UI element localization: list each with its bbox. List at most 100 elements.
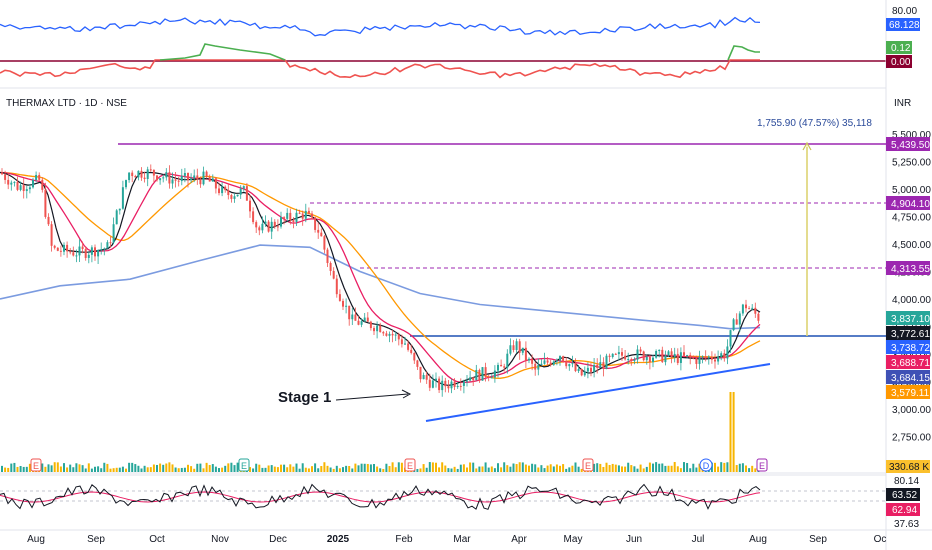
- volume-bar: [385, 463, 388, 472]
- candle-body: [447, 386, 450, 389]
- volume-bar: [1, 465, 3, 472]
- support-trendline[interactable]: [425, 363, 771, 422]
- volume-bar: [552, 466, 555, 472]
- volume-bar: [493, 468, 496, 472]
- volume-bar: [732, 392, 735, 472]
- volume-bar: [391, 462, 394, 472]
- volume-bar: [44, 466, 47, 472]
- candle-body: [382, 332, 385, 334]
- earnings-marker[interactable]: E: [756, 458, 768, 472]
- candle-body: [490, 377, 493, 379]
- candle-body: [438, 378, 441, 391]
- candle-body: [171, 179, 174, 184]
- volume-bar: [199, 463, 202, 472]
- volume-bar: [273, 466, 276, 472]
- volume-bar: [664, 465, 667, 472]
- candle-body: [295, 212, 298, 222]
- volume-bar: [19, 465, 22, 472]
- volume-bar: [295, 463, 298, 472]
- candle-body: [146, 169, 149, 179]
- volume-bar: [416, 468, 419, 472]
- candle-body: [571, 363, 574, 365]
- candle-body: [159, 178, 162, 181]
- top-green-value-tag: 0.12: [886, 41, 912, 54]
- volume-bar: [568, 467, 571, 472]
- candle-body: [648, 356, 651, 363]
- volume-bar: [546, 465, 549, 472]
- candles: [1, 164, 760, 397]
- candle-body: [326, 249, 329, 264]
- candle-body: [586, 367, 589, 372]
- top-green-segment: [159, 43, 286, 61]
- svg-text:0.00: 0.00: [891, 57, 911, 68]
- volume-bar: [617, 465, 620, 472]
- ma-mid-line: [0, 171, 761, 379]
- candle-body: [428, 379, 431, 388]
- price-tag: [886, 385, 930, 399]
- candle-body: [534, 363, 537, 370]
- time-label: Oct: [149, 534, 165, 545]
- volume-bars: [0, 392, 886, 474]
- candle-body: [165, 172, 168, 178]
- candle-body: [590, 367, 592, 372]
- volume-bar: [78, 464, 81, 472]
- volume-bar: [221, 467, 224, 472]
- volume-bar: [270, 465, 273, 472]
- candle-body: [627, 359, 630, 361]
- candle-body: [419, 366, 422, 380]
- price-tag: [886, 355, 930, 369]
- earnings-marker[interactable]: E: [238, 458, 250, 472]
- volume-bar: [360, 463, 363, 472]
- candle-body: [140, 170, 143, 178]
- dividend-marker[interactable]: D: [699, 458, 713, 472]
- candle-body: [162, 177, 165, 179]
- volume-bar: [419, 468, 422, 472]
- candle-body: [307, 210, 310, 214]
- volume-bar: [741, 463, 744, 472]
- svg-text:E: E: [585, 461, 591, 471]
- candle-body: [667, 351, 670, 356]
- earnings-marker[interactable]: E: [30, 458, 42, 472]
- volume-bar: [7, 467, 10, 472]
- price-tag: [886, 340, 930, 354]
- earnings-marker[interactable]: E: [582, 458, 594, 472]
- candle-body: [345, 305, 348, 307]
- volume-bar: [298, 468, 301, 472]
- top-line-value-tag: 68.128: [886, 18, 920, 31]
- volume-bar: [177, 468, 180, 472]
- measure-tool[interactable]: 1,755.90 (47.57%) 35,118: [757, 118, 872, 336]
- candle-body: [152, 169, 155, 176]
- currency-label: INR: [894, 98, 911, 109]
- candle-body: [304, 210, 307, 219]
- volume-bar: [301, 463, 304, 472]
- candle-body: [410, 349, 413, 353]
- volume-bar: [196, 463, 199, 472]
- candle-body: [642, 351, 645, 361]
- volume-bar: [332, 468, 335, 472]
- time-label: Jul: [692, 534, 705, 545]
- candle-body: [143, 177, 146, 179]
- candle-body: [205, 171, 208, 177]
- candle-body: [267, 221, 270, 232]
- candle-body: [599, 362, 602, 368]
- candle-body: [596, 364, 599, 368]
- volume-bar: [466, 467, 468, 472]
- volume-bar: [500, 467, 503, 472]
- candle-body: [332, 270, 335, 279]
- earnings-marker[interactable]: E: [404, 458, 416, 472]
- candle-body: [69, 251, 72, 253]
- candle-body: [280, 217, 282, 227]
- volume-bar: [648, 462, 651, 472]
- candle-body: [435, 378, 437, 381]
- candle-body: [580, 369, 583, 376]
- time-label: Dec: [269, 534, 287, 545]
- candle-body: [236, 194, 239, 197]
- candle-body: [710, 356, 713, 360]
- time-axis[interactable]: Aug Sep Oct Nov Dec 2025 Feb Mar Apr May Jun Jul Aug…: [27, 534, 886, 545]
- candle-body: [50, 224, 53, 246]
- volume-bar: [75, 463, 78, 472]
- candle-body: [444, 380, 447, 387]
- candle-body: [422, 375, 425, 380]
